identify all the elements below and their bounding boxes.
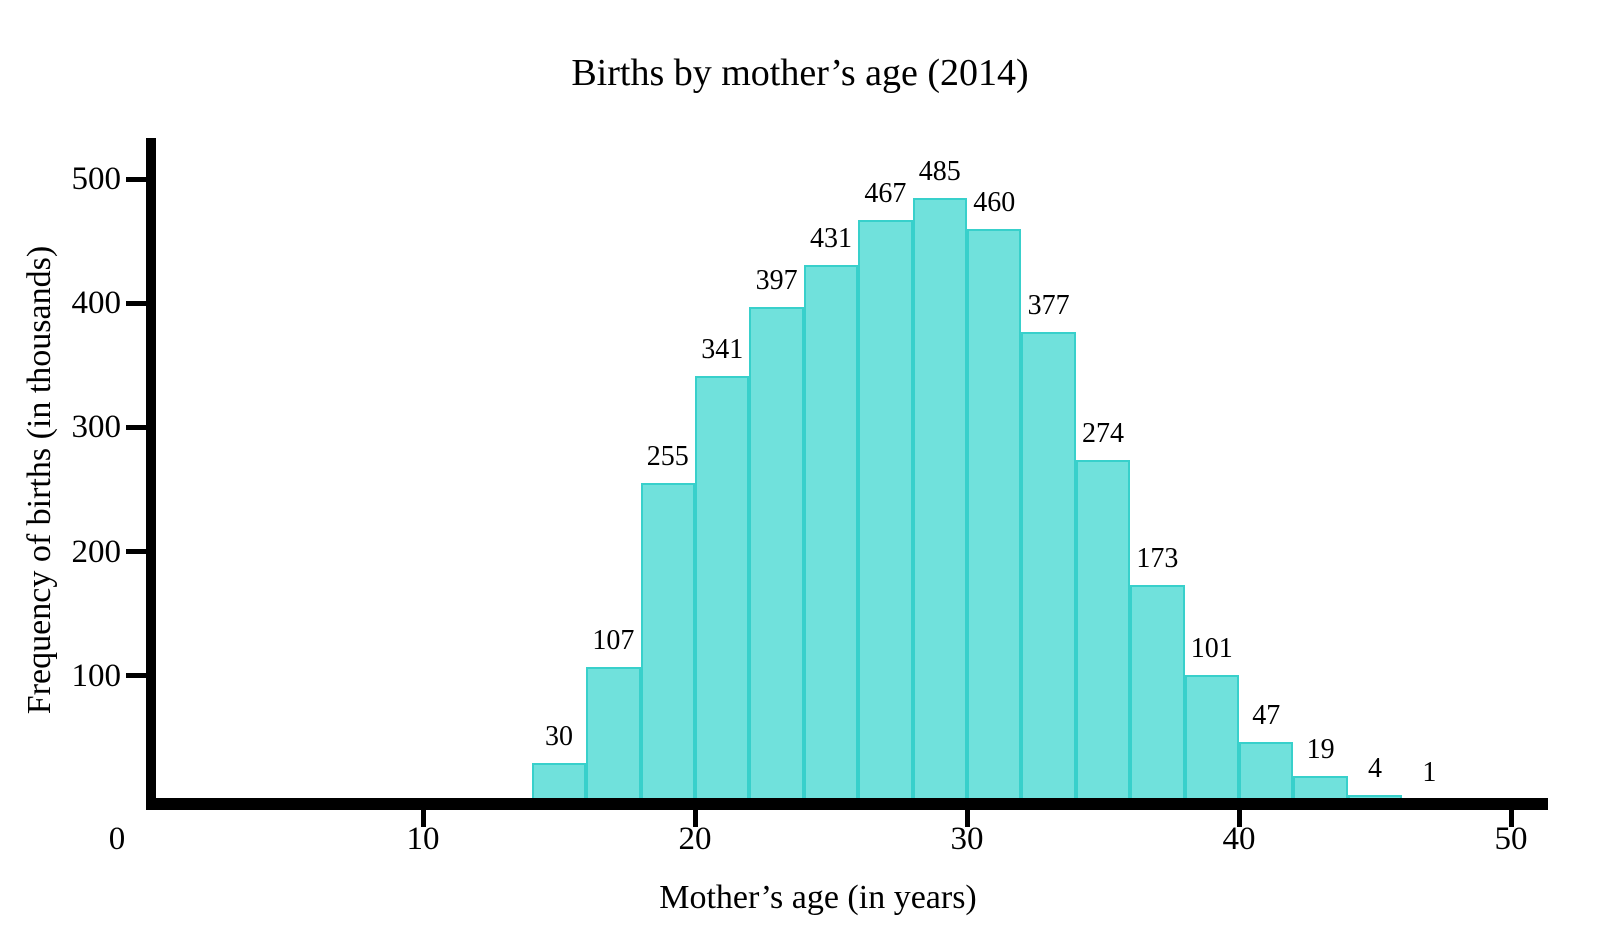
y-axis-tick xyxy=(126,424,146,430)
histogram-bar xyxy=(531,762,587,800)
bar-value-label: 397 xyxy=(755,264,798,296)
x-axis-title: Mother’s age (in years) xyxy=(659,879,977,916)
bar-value-label: 460 xyxy=(973,186,1016,218)
bar-value-label: 431 xyxy=(809,222,852,254)
bar-value-label: 30 xyxy=(544,720,573,752)
y-axis-tick xyxy=(126,673,146,679)
bar-value-label: 274 xyxy=(1081,417,1124,449)
histogram-bar xyxy=(1130,585,1185,800)
bar-value-label: 173 xyxy=(1136,543,1179,575)
bar-value-label: 377 xyxy=(1027,289,1070,321)
histogram-bar xyxy=(803,264,859,800)
histogram-bar xyxy=(1184,674,1239,800)
histogram-bar xyxy=(1075,459,1131,800)
histogram-bar xyxy=(695,376,750,800)
x-tick-label: 50 xyxy=(1494,821,1528,857)
bar-value-label: 101 xyxy=(1190,632,1233,664)
chart-title: Births by mother’s age (2014) xyxy=(571,52,1029,94)
x-axis-tick xyxy=(1508,810,1514,827)
y-tick-label: 400 xyxy=(71,285,122,322)
bar-value-label: 107 xyxy=(592,625,635,657)
histogram-bar xyxy=(749,306,804,800)
histogram-bar xyxy=(858,219,913,800)
x-axis-tick xyxy=(692,810,698,827)
y-axis-line xyxy=(146,138,156,810)
histogram-bar xyxy=(1021,331,1076,800)
bar-value-label: 341 xyxy=(701,334,744,366)
y-tick-label: 300 xyxy=(71,409,122,446)
bar-value-label: 47 xyxy=(1252,699,1281,731)
x-tick-label: 40 xyxy=(1222,821,1256,857)
x-tick-label: 20 xyxy=(678,821,712,857)
bar-value-label: 467 xyxy=(864,177,907,209)
bar-value-label: 1 xyxy=(1422,756,1437,788)
y-axis-tick xyxy=(126,549,146,555)
bar-value-label: 4 xyxy=(1367,753,1382,785)
histogram-bar xyxy=(912,197,967,800)
x-tick-label: 30 xyxy=(950,821,984,857)
x-origin-label: 0 xyxy=(108,821,126,857)
y-tick-label: 200 xyxy=(71,533,122,570)
y-tick-label: 100 xyxy=(71,657,122,694)
y-axis-tick xyxy=(126,176,146,182)
histogram-bar xyxy=(640,483,695,800)
bar-value-label: 19 xyxy=(1306,734,1335,766)
y-axis-tick xyxy=(126,300,146,306)
y-tick-label: 500 xyxy=(71,161,122,197)
x-axis-tick xyxy=(420,810,426,827)
bar-value-label: 485 xyxy=(918,155,961,187)
x-axis-line xyxy=(146,798,1548,810)
x-axis-tick xyxy=(964,810,970,827)
histogram-bar xyxy=(967,228,1022,800)
x-tick-label: 10 xyxy=(406,821,440,857)
bar-value-label: 255 xyxy=(646,441,689,473)
x-axis-tick xyxy=(1236,810,1242,827)
